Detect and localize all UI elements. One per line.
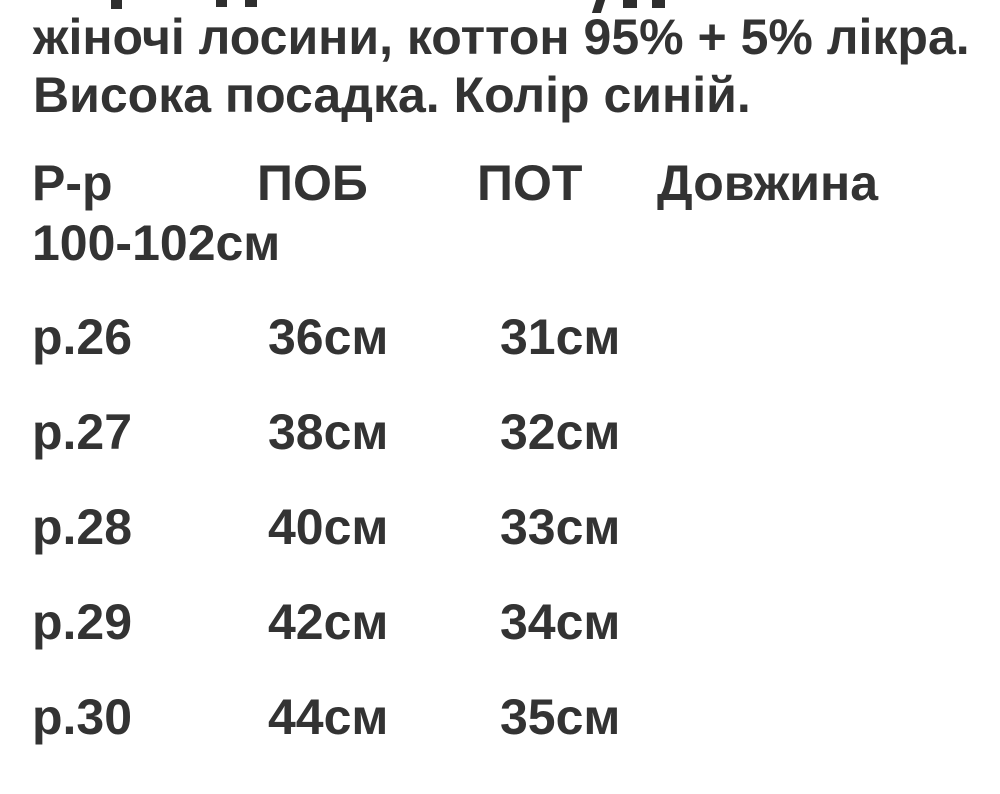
size-cell: р.30: [32, 689, 133, 745]
pob-cell: 44см: [268, 689, 389, 745]
pob-cell: 36см: [268, 309, 389, 365]
table-row: р.29 42см 34см: [32, 592, 878, 652]
table-row: р.26 36см 31см: [32, 307, 878, 367]
length-value: 100-102см: [32, 215, 281, 271]
pot-cell: 31см: [500, 309, 621, 365]
product-description: жіночі лосини, коттон 95% + 5% лікра. Ви…: [33, 8, 970, 124]
clipped-text-fragment: [245, 0, 257, 7]
pob-cell: 42см: [268, 594, 389, 650]
length-cell: [657, 402, 878, 462]
pot-cell: 34см: [500, 594, 621, 650]
description-line-2: Висока посадка. Колір синій.: [33, 67, 751, 123]
table-row: р.30 44см 35см: [32, 687, 878, 747]
size-cell: р.29: [32, 594, 133, 650]
clipped-text-fragment: [111, 0, 122, 9]
pob-cell: 38см: [268, 404, 389, 460]
pot-cell: 35см: [500, 689, 621, 745]
col-header-length: Довжина: [657, 155, 879, 211]
table-row: р.28 40см 33см: [32, 497, 878, 557]
pob-cell: 40см: [268, 499, 389, 555]
pot-cell: 33см: [500, 499, 621, 555]
size-cell: р.28: [32, 499, 133, 555]
clipped-text-fragment: [623, 0, 637, 8]
clipped-text-fragment: [216, 0, 227, 7]
col-header-pob: ПОБ: [257, 155, 368, 211]
description-line-1: жіночі лосини, коттон 95% + 5% лікра.: [33, 9, 970, 65]
clipped-text-fragment: [652, 0, 665, 8]
col-header-pot: ПОТ: [477, 155, 583, 211]
size-cell: р.27: [32, 404, 133, 460]
length-cell: [657, 497, 878, 557]
length-cell: [657, 687, 878, 747]
size-cell: р.26: [32, 309, 133, 365]
length-cell: [657, 592, 878, 652]
size-table-header: Р-р ПОБ ПОТ Довжина: [32, 153, 878, 213]
size-table: Р-р ПОБ ПОТ Довжина 100-102см р.26 36см …: [32, 153, 878, 747]
col-header-size: Р-р: [32, 155, 113, 211]
table-row: р.27 38см 32см: [32, 402, 878, 462]
pot-cell: 32см: [500, 404, 621, 460]
length-cell: [657, 307, 878, 367]
